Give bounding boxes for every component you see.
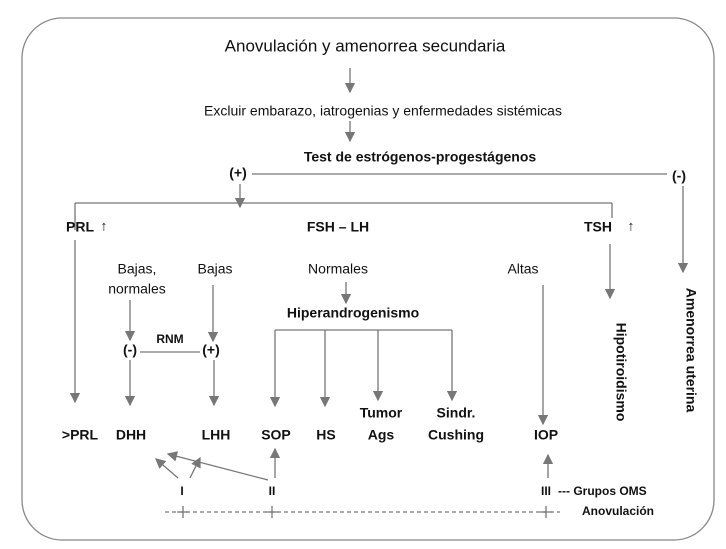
- who-group: III: [541, 484, 551, 498]
- arrow-symbol: ↑: [101, 218, 108, 234]
- anovulation-label: Anovulación: [582, 504, 654, 518]
- who-label: --- Grupos OMS: [558, 484, 647, 498]
- title: Anovulación y amenorrea secundaria: [225, 36, 506, 55]
- hormone: PRL: [66, 219, 94, 235]
- outcome: Hipotiroidismo: [613, 323, 629, 422]
- diagnosis: DHH: [116, 427, 146, 443]
- outcome: Amenorrea uterina: [683, 288, 699, 413]
- arrow-symbol: ↑: [628, 218, 635, 234]
- level: Bajas: [197, 261, 232, 277]
- result: (-): [672, 168, 686, 184]
- step: Test de estrógenos-progestágenos: [304, 149, 537, 165]
- diagnosis: LHH: [202, 427, 231, 443]
- connectors: [69, 68, 689, 518]
- rnm: RNM: [156, 332, 183, 346]
- step: Excluir embarazo, iatrogenias y enfermed…: [204, 103, 562, 119]
- rnm-result: (-): [123, 342, 137, 358]
- hormone: FSH – LH: [307, 219, 369, 235]
- level: normales: [108, 281, 166, 297]
- rnm-result: (+): [202, 342, 220, 358]
- level: Bajas,: [118, 261, 157, 277]
- hyperandrogenism: Hiperandrogenismo: [287, 305, 419, 321]
- diagnosis: Cushing: [428, 427, 484, 443]
- diagnosis: >PRL: [62, 427, 99, 443]
- result: (+): [229, 165, 247, 181]
- level: Normales: [308, 261, 368, 277]
- diagnosis: IOP: [534, 427, 558, 443]
- level: Altas: [507, 261, 538, 277]
- diagnosis: SOP: [261, 427, 291, 443]
- diagnosis: Tumor: [360, 405, 403, 421]
- diagnosis: Ags: [368, 427, 395, 443]
- frame: [21, 17, 715, 541]
- who-group: I: [180, 484, 183, 498]
- diagnosis: Sindr.: [437, 405, 476, 421]
- diagnosis: HS: [316, 427, 335, 443]
- hormone: TSH: [584, 219, 612, 235]
- who-group: II: [269, 484, 276, 498]
